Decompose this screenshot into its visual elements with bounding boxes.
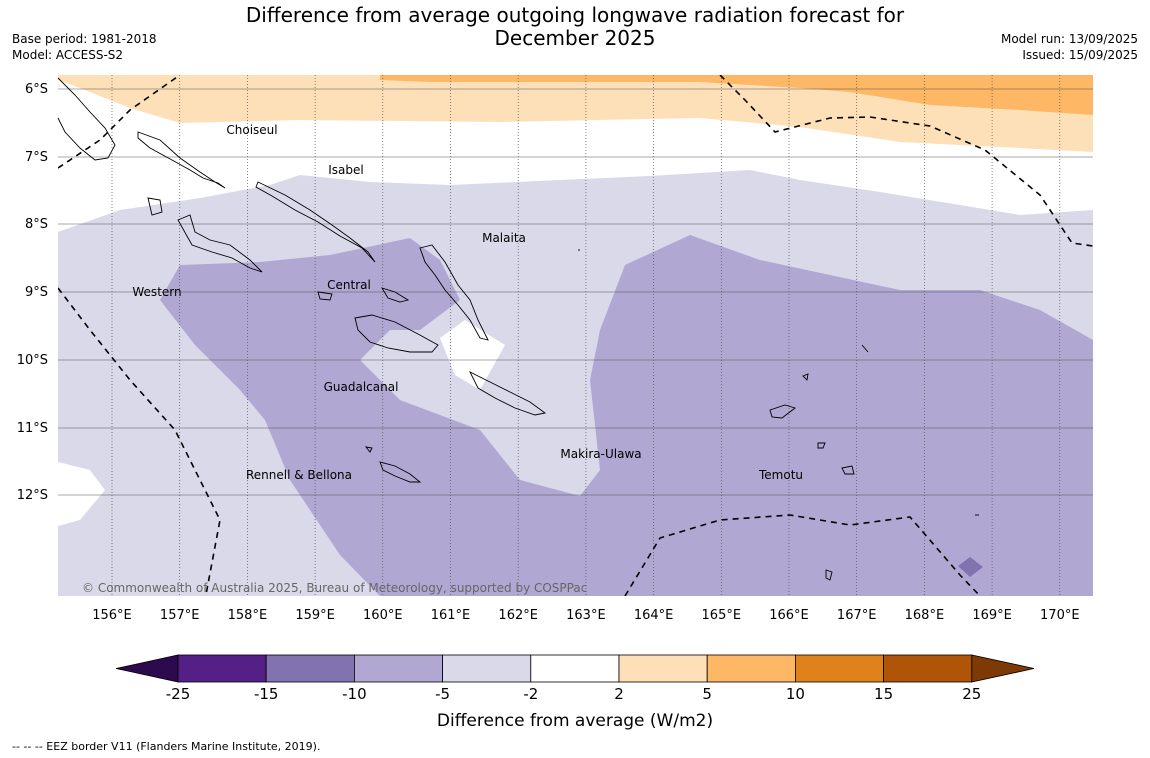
title-line-1: Difference from average outgoing longwav… <box>245 3 905 27</box>
russell-islands <box>317 291 333 301</box>
run-info: Model run: 13/09/2025 Issued: 15/09/2025 <box>1001 31 1138 63</box>
colorbar-tick-label: 10 <box>786 685 805 703</box>
bougainville-coast <box>57 77 116 161</box>
region-label: Western <box>132 285 181 299</box>
model-run: Model run: 13/09/2025 <box>1000 32 1138 46</box>
colorbar-tick-label: -15 <box>254 685 279 703</box>
eez-borders <box>58 75 1093 596</box>
base-period: Base period: 1981-2018 <box>12 32 157 46</box>
issued-date: Issued: 15/09/2025 <box>1022 48 1138 62</box>
colorbar-swatch <box>618 654 708 683</box>
region-label: Choiseul <box>226 123 277 137</box>
colorbar-swatch <box>530 654 620 683</box>
lon-label: 156°E <box>92 608 132 623</box>
lon-label: 167°E <box>837 608 877 623</box>
latitude-labels: 6°S 7°S 8°S 9°S 10°S 11°S 12°S <box>17 82 48 503</box>
lon-label: 166°E <box>769 608 809 623</box>
colorbar-tick-label: 15 <box>874 685 893 703</box>
anomaly-field <box>58 75 1093 596</box>
region-label: Isabel <box>328 163 363 177</box>
model-name: Model: ACCESS-S2 <box>12 48 124 62</box>
shortland-islands <box>147 197 163 216</box>
colorbar-tick-label: -2 <box>523 685 538 703</box>
santa-cruz-nendo <box>769 404 796 419</box>
band-neutral-west <box>58 462 105 526</box>
graticule <box>58 75 1093 596</box>
lat-label: 7°S <box>25 150 48 165</box>
lat-label: 12°S <box>17 488 48 503</box>
lon-label: 162°E <box>498 608 538 623</box>
model-info: Base period: 1981-2018 Model: ACCESS-S2 <box>12 31 157 63</box>
rennell-island <box>379 461 422 483</box>
lon-label: 157°E <box>160 608 200 623</box>
lon-label: 160°E <box>363 608 403 623</box>
vanikoro-island <box>841 465 855 475</box>
utupua-island <box>817 442 826 449</box>
lon-label: 161°E <box>431 608 471 623</box>
reef-islands <box>802 373 809 381</box>
coastlines <box>57 77 979 581</box>
region-label: Guadalcanal <box>324 380 399 394</box>
anuta-island <box>825 569 833 581</box>
region-label: Rennell & Bellona <box>246 468 352 482</box>
lat-label: 8°S <box>25 217 48 232</box>
band-neg15-to-neg10-spot <box>958 557 983 577</box>
lon-label: 165°E <box>702 608 742 623</box>
makira-island <box>468 370 547 416</box>
lat-label: 10°S <box>17 353 48 368</box>
colorbar-swatch <box>177 654 267 683</box>
colorbar-swatch <box>265 654 355 683</box>
guadalcanal-island <box>354 314 439 353</box>
colorbar-tick-label: 5 <box>702 685 712 703</box>
copyright-notice: © Commonwealth of Australia 2025, Bureau… <box>82 581 587 595</box>
colorbar-extend-high <box>971 654 1035 683</box>
title-line-2: December 2025 <box>494 26 656 50</box>
lon-label: 168°E <box>905 608 945 623</box>
colorbar-label: Difference from average (W/m2) <box>437 711 713 731</box>
lat-label: 6°S <box>25 82 48 97</box>
map-title: Difference from average outgoing longwav… <box>230 4 920 50</box>
region-label: Temotu <box>758 468 803 482</box>
region-label: Makira-Ulawa <box>560 447 641 461</box>
colorbar-swatch <box>706 654 796 683</box>
colorbar: -25 -15 -10 -5 -2 2 5 10 15 25 <box>115 654 1035 703</box>
lat-label: 9°S <box>25 285 48 300</box>
region-label: Central <box>327 278 371 292</box>
colorbar-tick-label: 2 <box>614 685 624 703</box>
lon-label: 158°E <box>228 608 268 623</box>
malaita-island <box>419 244 489 341</box>
band-neutral-patch <box>440 320 505 390</box>
longitude-labels: 156°E 157°E 158°E 159°E 160°E 161°E 162°E 163°E… <box>92 608 1079 623</box>
lat-label: 11°S <box>17 421 48 436</box>
colorbar-swatch <box>442 654 532 683</box>
colorbar-extend-low <box>115 654 179 683</box>
isabel-island <box>255 181 376 263</box>
region-label: Malaita <box>482 231 526 245</box>
band-neg10-to-neg5 <box>160 235 1093 596</box>
eez-legend-note: -- -- -- EEZ border V11 (Flanders Marine… <box>12 740 321 753</box>
band-5-to-10 <box>380 75 1093 115</box>
florida-islands <box>381 287 410 303</box>
lon-label: 164°E <box>634 608 674 623</box>
colorbar-swatch <box>353 654 443 683</box>
band-2-to-5 <box>58 75 1093 152</box>
region-labels: Choiseul Isabel Malaita Western Central Guada… <box>132 123 803 482</box>
lon-label: 169°E <box>972 608 1012 623</box>
sikaiana-atoll <box>861 344 869 353</box>
colorbar-swatch <box>883 654 973 683</box>
new-georgia-island <box>177 214 263 273</box>
lon-label: 163°E <box>566 608 606 623</box>
colorbar-swatch <box>795 654 885 683</box>
colorbar-tick-label: -5 <box>435 685 450 703</box>
choiseul-island <box>137 131 226 189</box>
colorbar-tick-label: -25 <box>166 685 191 703</box>
bellona-island <box>364 446 373 453</box>
lon-label: 170°E <box>1040 608 1080 623</box>
colorbar-tick-label: 25 <box>962 685 981 703</box>
lon-label: 159°E <box>295 608 335 623</box>
colorbar-tick-label: -10 <box>342 685 367 703</box>
